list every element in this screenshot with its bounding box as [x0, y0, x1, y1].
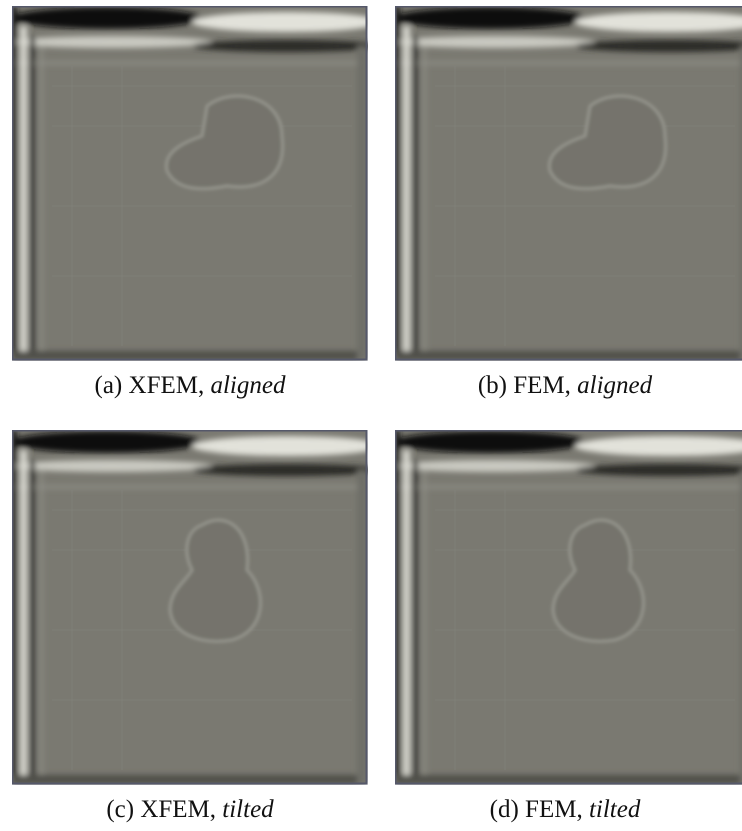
caption-method: XFEM, [128, 372, 205, 399]
caption-setting: aligned [577, 372, 653, 399]
caption-label: (d) [489, 796, 519, 823]
field-image [395, 6, 742, 361]
caption: (c) XFEM, tilted [12, 796, 368, 824]
caption-label: (c) [106, 796, 135, 823]
caption-setting: aligned [210, 372, 286, 399]
field-image [12, 6, 368, 361]
panel-image [395, 430, 742, 785]
caption-method: FEM, [513, 372, 571, 399]
caption: (d) FEM, tilted [387, 796, 742, 824]
caption: (a) XFEM, aligned [12, 372, 368, 400]
caption: (b) FEM, aligned [387, 372, 742, 400]
panel-image [12, 6, 368, 361]
panel-image [12, 430, 368, 785]
caption-setting: tilted [222, 796, 274, 823]
field-image [395, 430, 742, 785]
caption-method: XFEM, [140, 796, 217, 823]
caption-setting: tilted [588, 796, 641, 823]
caption-label: (b) [477, 372, 507, 399]
field-image [12, 430, 368, 785]
caption-method: FEM, [525, 796, 583, 823]
caption-label: (a) [94, 372, 123, 399]
panel-image [395, 6, 742, 361]
